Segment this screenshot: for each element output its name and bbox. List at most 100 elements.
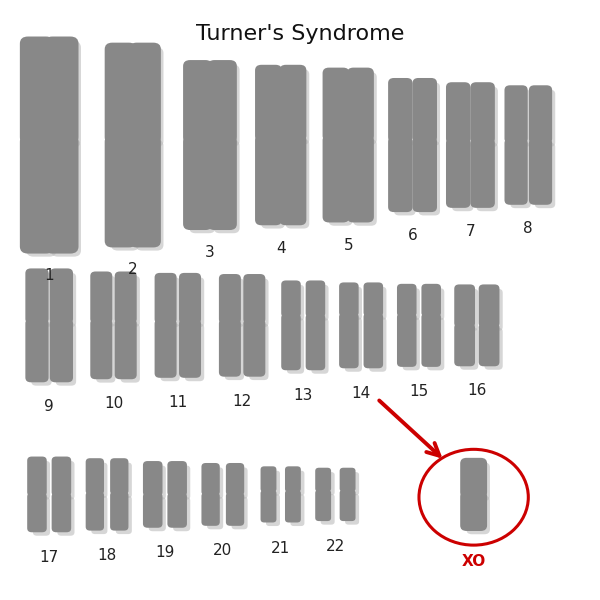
FancyBboxPatch shape xyxy=(287,285,304,321)
FancyBboxPatch shape xyxy=(58,461,74,500)
FancyBboxPatch shape xyxy=(369,287,386,320)
FancyBboxPatch shape xyxy=(315,468,331,492)
Text: 20: 20 xyxy=(213,544,232,559)
FancyBboxPatch shape xyxy=(345,494,359,524)
FancyBboxPatch shape xyxy=(111,47,139,147)
FancyBboxPatch shape xyxy=(364,283,383,316)
FancyBboxPatch shape xyxy=(96,323,115,383)
FancyBboxPatch shape xyxy=(91,463,107,498)
FancyBboxPatch shape xyxy=(479,284,499,328)
FancyBboxPatch shape xyxy=(320,472,335,496)
FancyBboxPatch shape xyxy=(86,458,104,494)
FancyBboxPatch shape xyxy=(116,496,132,534)
FancyBboxPatch shape xyxy=(90,271,112,323)
Text: 6: 6 xyxy=(407,229,418,244)
FancyBboxPatch shape xyxy=(388,78,413,142)
FancyBboxPatch shape xyxy=(281,314,301,370)
FancyBboxPatch shape xyxy=(25,268,49,323)
FancyBboxPatch shape xyxy=(149,497,166,531)
FancyBboxPatch shape xyxy=(104,135,136,247)
FancyBboxPatch shape xyxy=(470,138,495,208)
FancyBboxPatch shape xyxy=(452,143,473,211)
FancyBboxPatch shape xyxy=(290,494,304,526)
FancyBboxPatch shape xyxy=(214,140,239,233)
FancyBboxPatch shape xyxy=(244,274,265,324)
FancyBboxPatch shape xyxy=(397,284,416,317)
FancyBboxPatch shape xyxy=(353,72,377,145)
FancyBboxPatch shape xyxy=(219,274,241,324)
FancyBboxPatch shape xyxy=(167,493,187,528)
FancyBboxPatch shape xyxy=(51,139,81,257)
FancyBboxPatch shape xyxy=(110,491,128,530)
FancyBboxPatch shape xyxy=(179,273,201,324)
FancyBboxPatch shape xyxy=(249,278,269,327)
FancyBboxPatch shape xyxy=(394,141,416,215)
FancyBboxPatch shape xyxy=(287,318,304,374)
FancyBboxPatch shape xyxy=(91,496,107,534)
FancyBboxPatch shape xyxy=(413,137,437,212)
FancyBboxPatch shape xyxy=(160,323,180,381)
Text: 7: 7 xyxy=(466,224,475,239)
FancyBboxPatch shape xyxy=(466,496,490,534)
FancyBboxPatch shape xyxy=(44,37,79,144)
FancyBboxPatch shape xyxy=(460,458,487,498)
FancyBboxPatch shape xyxy=(261,139,285,229)
FancyBboxPatch shape xyxy=(155,273,176,324)
FancyBboxPatch shape xyxy=(167,461,187,496)
FancyBboxPatch shape xyxy=(339,283,359,316)
FancyBboxPatch shape xyxy=(226,463,244,496)
FancyBboxPatch shape xyxy=(484,289,503,331)
FancyBboxPatch shape xyxy=(208,60,237,143)
FancyBboxPatch shape xyxy=(286,139,309,229)
FancyBboxPatch shape xyxy=(281,280,301,317)
FancyBboxPatch shape xyxy=(311,285,329,321)
FancyBboxPatch shape xyxy=(397,313,416,367)
FancyBboxPatch shape xyxy=(207,497,223,529)
FancyBboxPatch shape xyxy=(505,138,527,205)
FancyBboxPatch shape xyxy=(33,461,50,500)
FancyBboxPatch shape xyxy=(479,323,499,366)
FancyBboxPatch shape xyxy=(260,490,277,523)
Text: 13: 13 xyxy=(293,388,313,403)
Text: 1: 1 xyxy=(44,268,54,283)
FancyBboxPatch shape xyxy=(56,273,76,327)
FancyBboxPatch shape xyxy=(286,70,309,145)
FancyBboxPatch shape xyxy=(20,37,54,144)
FancyBboxPatch shape xyxy=(535,90,555,147)
Text: 3: 3 xyxy=(205,245,215,260)
FancyBboxPatch shape xyxy=(50,268,73,323)
FancyBboxPatch shape xyxy=(484,328,503,370)
FancyBboxPatch shape xyxy=(261,70,285,145)
FancyBboxPatch shape xyxy=(460,289,478,331)
FancyBboxPatch shape xyxy=(111,140,139,251)
FancyBboxPatch shape xyxy=(225,278,244,327)
FancyBboxPatch shape xyxy=(260,466,277,492)
FancyBboxPatch shape xyxy=(280,65,307,142)
FancyBboxPatch shape xyxy=(202,492,220,526)
FancyBboxPatch shape xyxy=(353,139,377,226)
FancyBboxPatch shape xyxy=(476,87,498,147)
FancyBboxPatch shape xyxy=(52,493,71,532)
FancyBboxPatch shape xyxy=(44,134,79,254)
FancyBboxPatch shape xyxy=(25,319,49,382)
FancyBboxPatch shape xyxy=(364,313,383,368)
FancyBboxPatch shape xyxy=(529,138,552,205)
FancyBboxPatch shape xyxy=(315,490,331,521)
Text: 2: 2 xyxy=(128,262,137,277)
FancyBboxPatch shape xyxy=(136,140,163,251)
FancyBboxPatch shape xyxy=(160,277,180,327)
FancyBboxPatch shape xyxy=(511,143,531,208)
FancyBboxPatch shape xyxy=(427,317,444,370)
FancyBboxPatch shape xyxy=(155,319,176,378)
FancyBboxPatch shape xyxy=(232,467,248,499)
FancyBboxPatch shape xyxy=(323,68,349,142)
FancyBboxPatch shape xyxy=(56,323,76,386)
FancyBboxPatch shape xyxy=(369,317,386,372)
Text: 9: 9 xyxy=(44,399,54,414)
FancyBboxPatch shape xyxy=(421,284,441,317)
FancyBboxPatch shape xyxy=(219,319,241,377)
FancyBboxPatch shape xyxy=(90,319,112,379)
FancyBboxPatch shape xyxy=(285,466,301,492)
FancyBboxPatch shape xyxy=(340,468,356,492)
FancyBboxPatch shape xyxy=(454,323,475,366)
